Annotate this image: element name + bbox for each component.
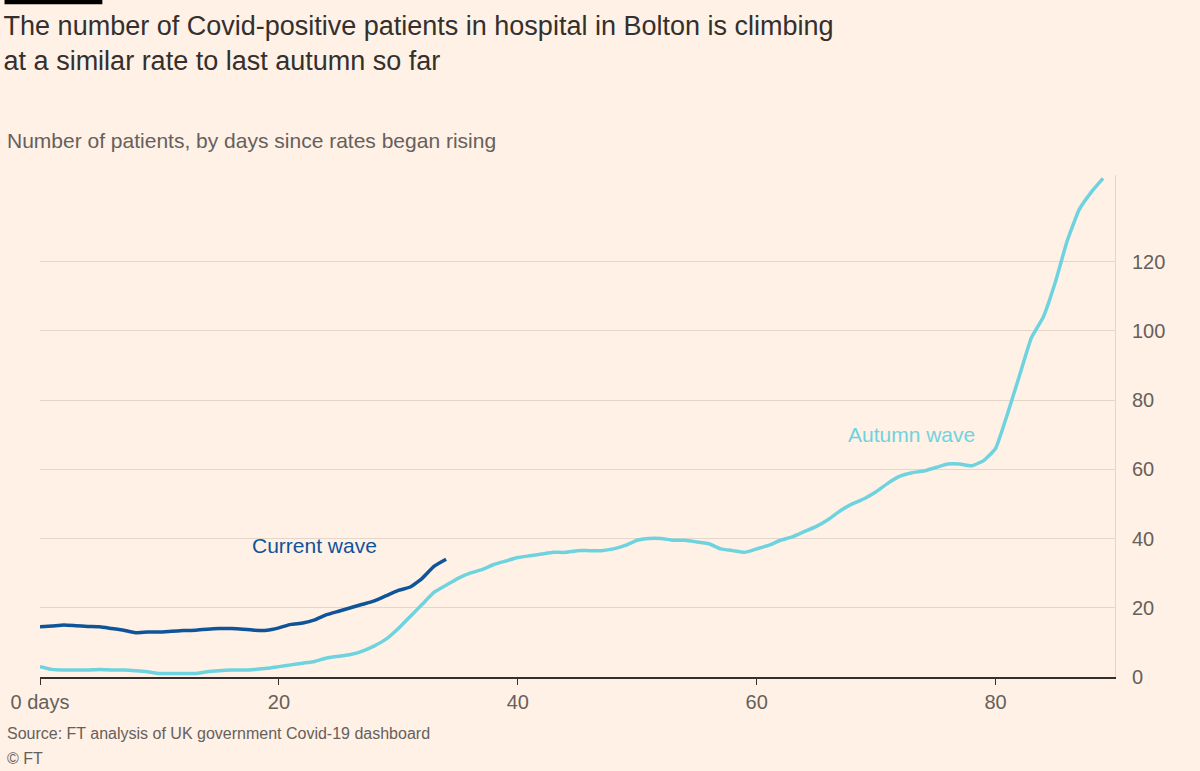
svg-text:40: 40	[507, 691, 529, 713]
svg-text:80: 80	[984, 691, 1006, 713]
svg-text:© FT: © FT	[7, 750, 43, 767]
svg-text:0: 0	[1132, 666, 1143, 688]
svg-text:Autumn wave: Autumn wave	[848, 423, 975, 446]
svg-text:80: 80	[1132, 389, 1154, 411]
svg-text:Source: FT analysis of UK gove: Source: FT analysis of UK government Cov…	[7, 725, 430, 742]
svg-text:The number of Covid-positive p: The number of Covid-positive patients in…	[4, 11, 834, 76]
svg-text:60: 60	[1132, 458, 1154, 480]
svg-text:40: 40	[1132, 528, 1154, 550]
svg-text:60: 60	[746, 691, 768, 713]
svg-text:120: 120	[1132, 251, 1165, 273]
svg-text:100: 100	[1132, 320, 1165, 342]
svg-text:20: 20	[268, 691, 290, 713]
svg-text:Current wave: Current wave	[252, 534, 377, 557]
svg-text:20: 20	[1132, 597, 1154, 619]
svg-text:Number of patients, by days si: Number of patients, by days since rates …	[7, 129, 496, 152]
svg-text:0 days: 0 days	[11, 691, 70, 713]
